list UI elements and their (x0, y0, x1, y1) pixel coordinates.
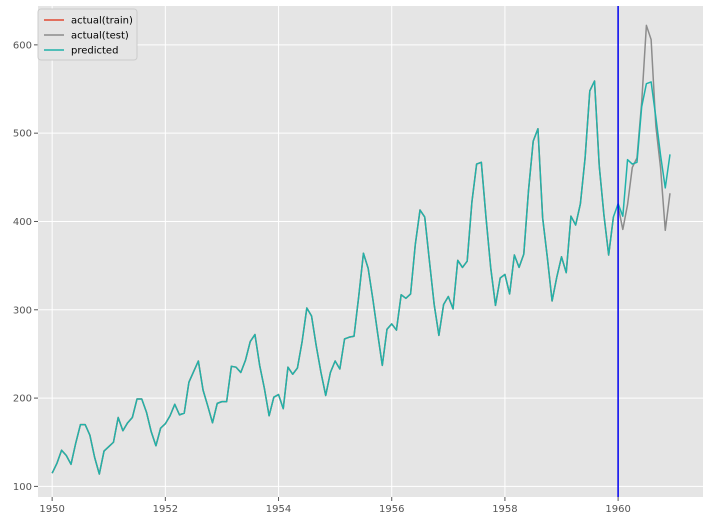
x-tick-label: 1956 (379, 504, 404, 515)
legend-box (37, 8, 138, 61)
y-tick-label: 500 (13, 129, 32, 140)
x-tick-label: 1954 (266, 504, 291, 515)
y-tick-label: 300 (13, 305, 32, 316)
y-tick-label: 100 (13, 482, 32, 493)
legend-label: actual(test) (71, 31, 129, 42)
legend-label: actual(train) (71, 16, 133, 27)
y-tick-label: 200 (13, 394, 32, 405)
legend-label: predicted (71, 46, 118, 57)
x-axis-ticks: 1950 1952 1954 1956 1958 1960 (39, 497, 631, 515)
grid-horizontal (38, 44, 703, 487)
series-line-actual-test (617, 24, 671, 232)
x-tick-label: 1950 (39, 504, 64, 515)
series-line-predicted (51, 80, 671, 475)
y-tick-label: 400 (13, 217, 32, 228)
y-axis-ticks: 100 200 300 400 500 600 (13, 40, 38, 493)
y-tick-label: 600 (13, 40, 32, 51)
x-tick-label: 1960 (605, 504, 630, 515)
x-tick-label: 1952 (153, 504, 178, 515)
legend: actual(train) actual(test) predicted (37, 8, 138, 61)
x-tick-label: 1958 (492, 504, 517, 515)
series-layer (51, 24, 671, 475)
plot-area (38, 6, 703, 497)
